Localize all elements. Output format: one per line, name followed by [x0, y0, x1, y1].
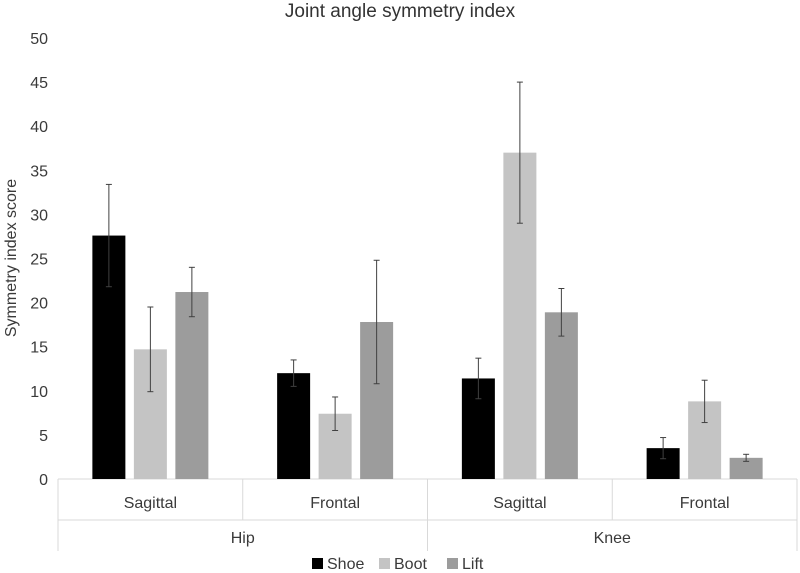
y-tick-label-6: 30 [30, 207, 48, 224]
y-tick-label-1: 5 [39, 428, 48, 445]
y-tick-label-8: 40 [30, 119, 48, 136]
y-tick-label-10: 50 [30, 31, 48, 48]
group-label-0: Hip [231, 530, 255, 547]
y-tick-label-4: 20 [30, 296, 48, 313]
legend-swatch-shoe [312, 558, 323, 569]
legend-label-lift: Lift [462, 556, 484, 573]
bar-lift-0 [175, 292, 209, 479]
y-tick-label-0: 0 [39, 472, 48, 489]
bar-shoe-1 [277, 373, 311, 479]
category-label-3: Frontal [680, 495, 730, 512]
bar-lift-3 [729, 457, 763, 479]
legend-swatch-lift [447, 558, 458, 569]
y-tick-label-7: 35 [30, 163, 48, 180]
legend-label-shoe: Shoe [327, 556, 364, 573]
y-tick-label-2: 10 [30, 384, 48, 401]
group-label-1: Knee [594, 530, 631, 547]
y-tick-label-3: 15 [30, 340, 48, 357]
legend-swatch-boot [379, 558, 390, 569]
y-tick-label-9: 45 [30, 75, 48, 92]
y-axis-label: Symmetry index score [3, 179, 20, 337]
legend: Shoe Boot Lift [312, 556, 484, 573]
bar-lift-2 [544, 312, 578, 479]
y-tick-label-5: 25 [30, 252, 48, 269]
bar-layer [92, 81, 763, 479]
category-label-0: Sagittal [124, 495, 177, 512]
legend-label-boot: Boot [394, 556, 427, 573]
category-label-1: Frontal [310, 495, 360, 512]
category-label-2: Sagittal [493, 495, 546, 512]
chart-title: Joint angle symmetry index [285, 1, 516, 22]
